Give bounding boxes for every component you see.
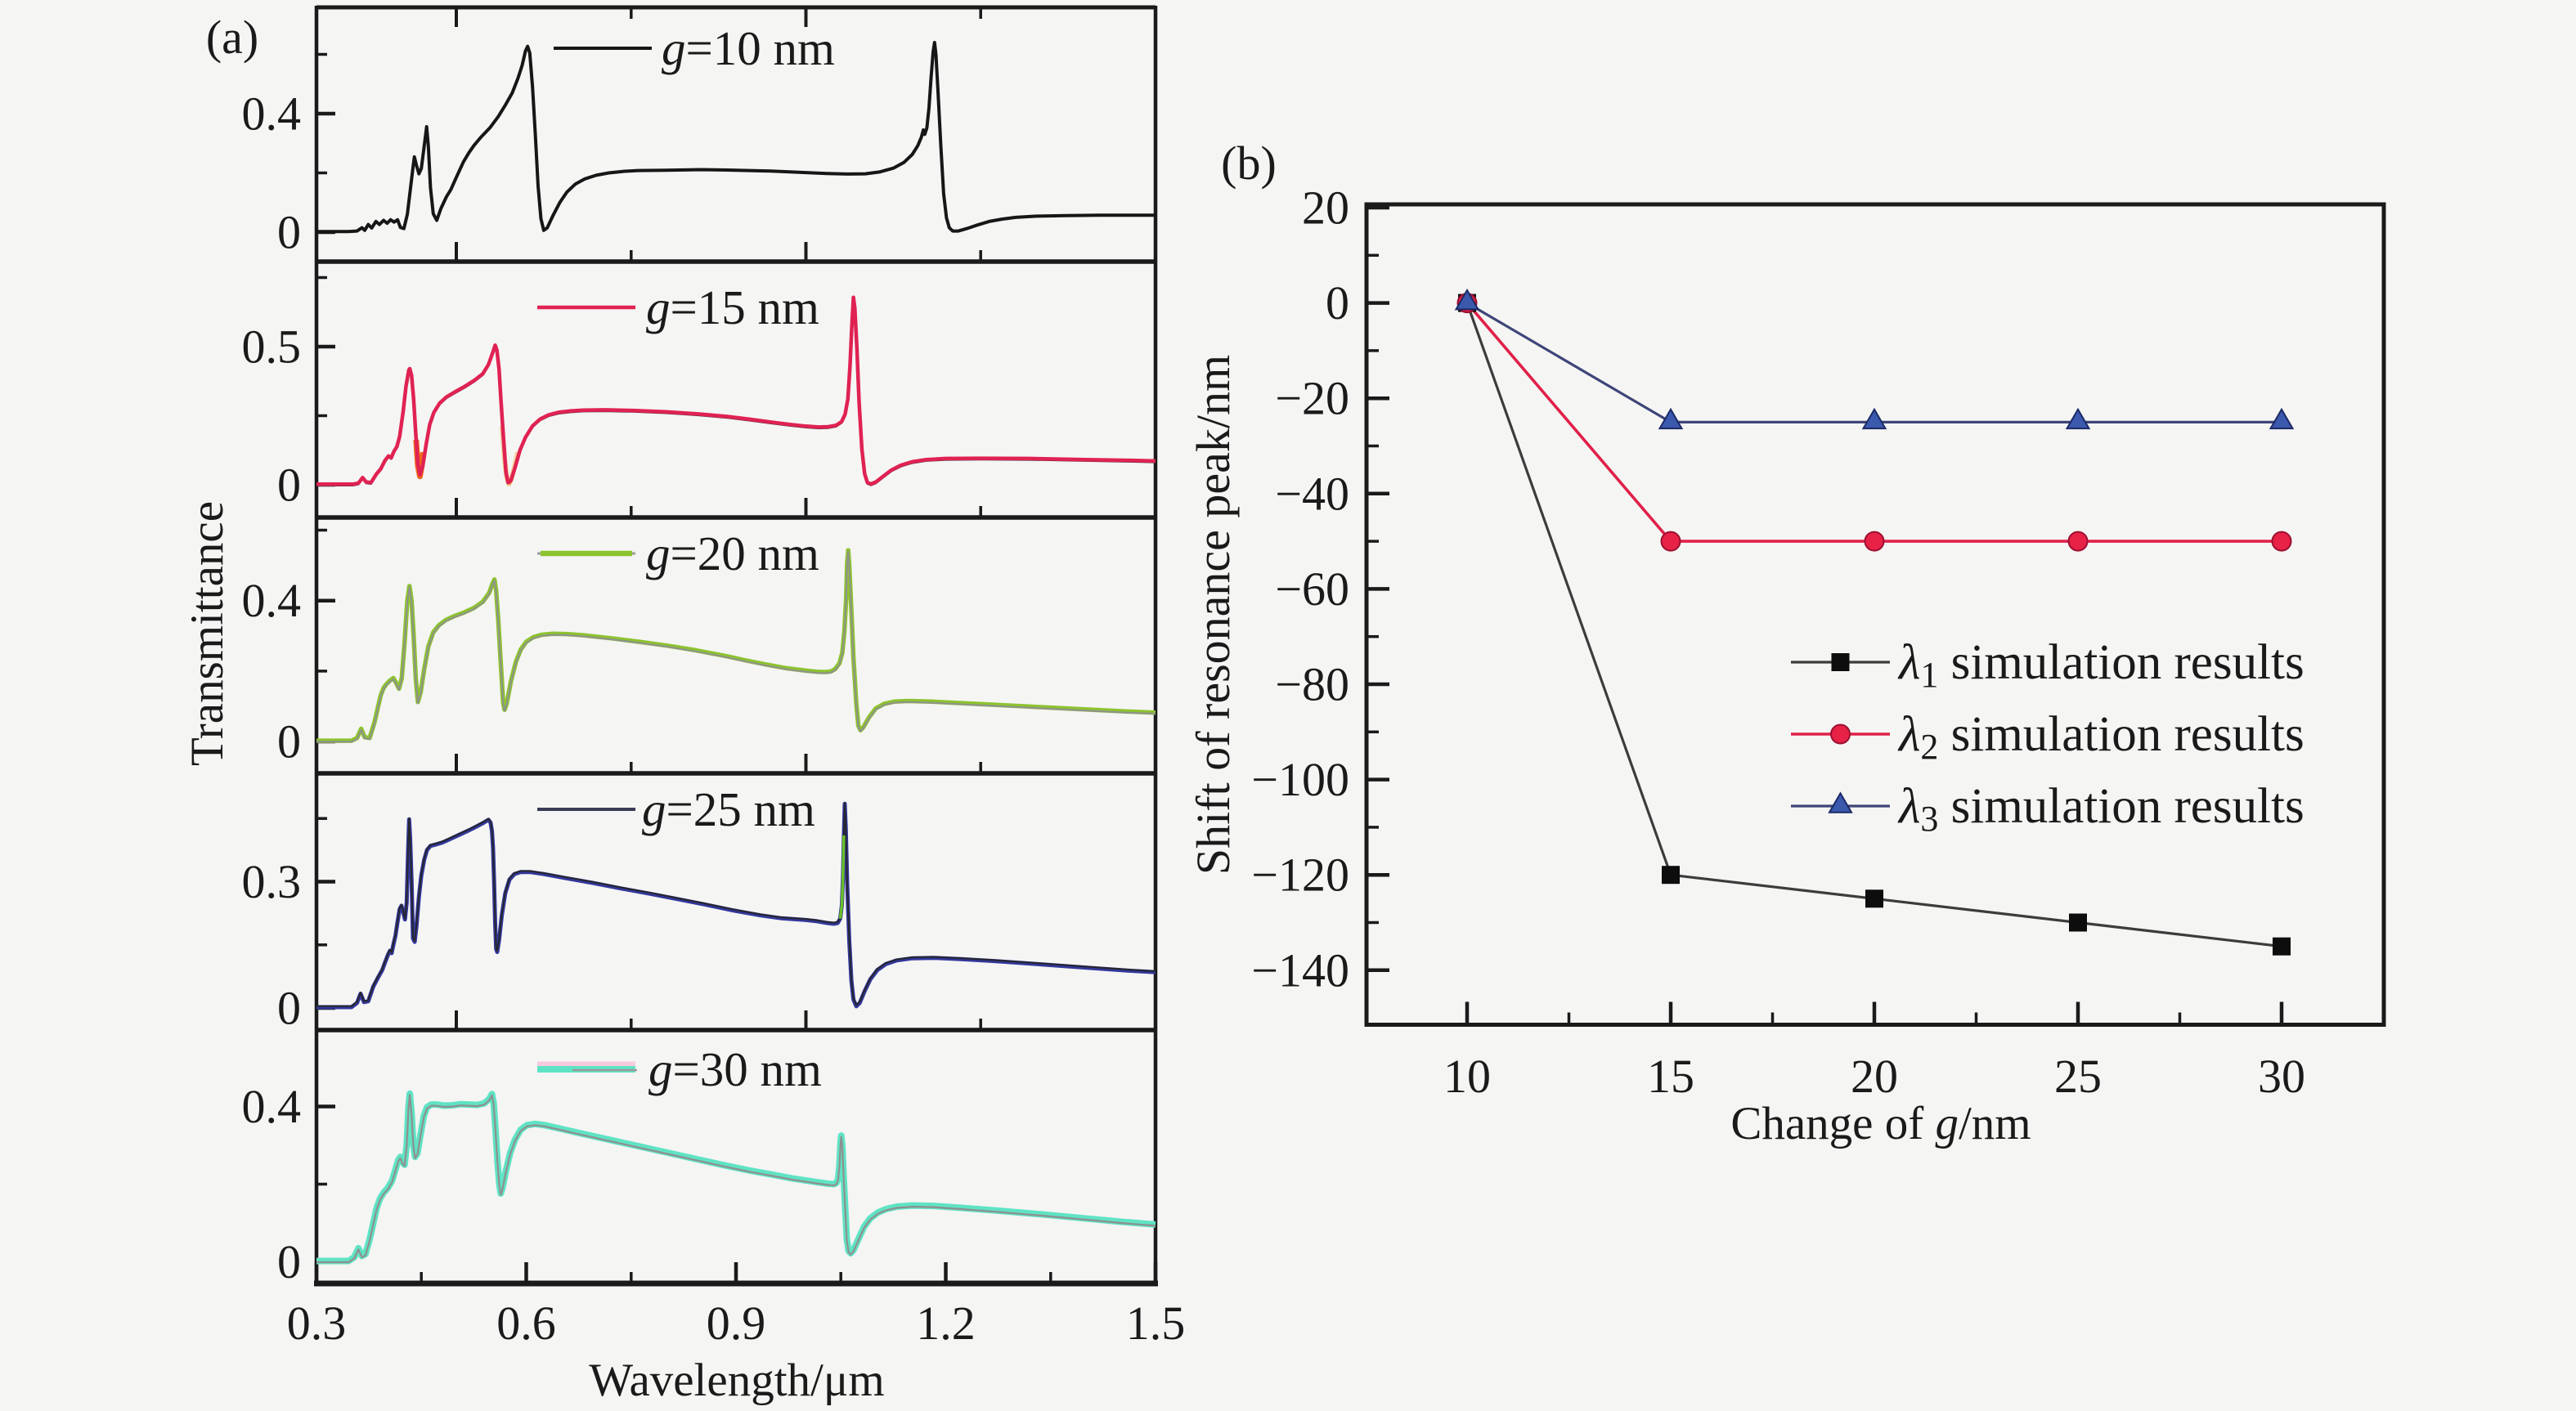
svg-text:0: 0 (277, 982, 301, 1035)
svg-text:g=25 nm: g=25 nm (642, 782, 815, 836)
svg-text:g=30 nm: g=30 nm (648, 1042, 822, 1096)
svg-text:g=15 nm: g=15 nm (646, 280, 819, 334)
svg-text:20: 20 (1302, 181, 1349, 235)
svg-text:10: 10 (1443, 1050, 1491, 1103)
svg-text:λ2 simulation results: λ2 simulation results (1897, 707, 2304, 767)
svg-text:20: 20 (1851, 1050, 1898, 1103)
svg-text:(b): (b) (1221, 137, 1277, 190)
svg-text:g=20 nm: g=20 nm (646, 526, 819, 580)
svg-text:0: 0 (277, 1235, 301, 1288)
svg-text:Shift of resonance peak/nm: Shift of resonance peak/nm (1187, 355, 1240, 875)
svg-text:−100: −100 (1251, 753, 1349, 806)
svg-text:0.3: 0.3 (242, 855, 302, 908)
svg-text:1.2: 1.2 (916, 1297, 976, 1350)
svg-text:Transmittance: Transmittance (182, 501, 233, 766)
svg-text:−40: −40 (1275, 467, 1349, 520)
svg-text:0.5: 0.5 (242, 320, 302, 374)
svg-text:0: 0 (277, 715, 301, 768)
svg-text:Wavelength/μm: Wavelength/μm (589, 1355, 885, 1406)
svg-text:1.5: 1.5 (1126, 1297, 1186, 1350)
svg-text:0: 0 (1326, 276, 1349, 329)
svg-text:0: 0 (277, 206, 301, 259)
svg-text:−140: −140 (1251, 943, 1349, 997)
svg-text:λ3 simulation results: λ3 simulation results (1897, 779, 2304, 839)
svg-text:15: 15 (1647, 1050, 1694, 1103)
svg-text:0.4: 0.4 (242, 1080, 302, 1133)
svg-text:30: 30 (2258, 1050, 2305, 1103)
svg-text:0: 0 (277, 459, 301, 512)
svg-text:25: 25 (2054, 1050, 2102, 1103)
svg-text:−20: −20 (1275, 372, 1349, 425)
svg-text:0.4: 0.4 (242, 574, 302, 627)
svg-text:0.6: 0.6 (496, 1297, 556, 1350)
svg-text:−80: −80 (1275, 658, 1349, 711)
svg-text:0.3: 0.3 (287, 1297, 347, 1350)
svg-text:(a): (a) (206, 11, 258, 64)
svg-text:g=10 nm: g=10 nm (662, 21, 835, 75)
svg-text:−120: −120 (1251, 849, 1349, 902)
svg-text:λ1 simulation results: λ1 simulation results (1897, 635, 2304, 695)
svg-text:Change of g/nm: Change of g/nm (1730, 1098, 2031, 1149)
svg-text:−60: −60 (1275, 562, 1349, 616)
svg-text:0.9: 0.9 (707, 1297, 766, 1350)
svg-text:0.4: 0.4 (242, 87, 302, 141)
